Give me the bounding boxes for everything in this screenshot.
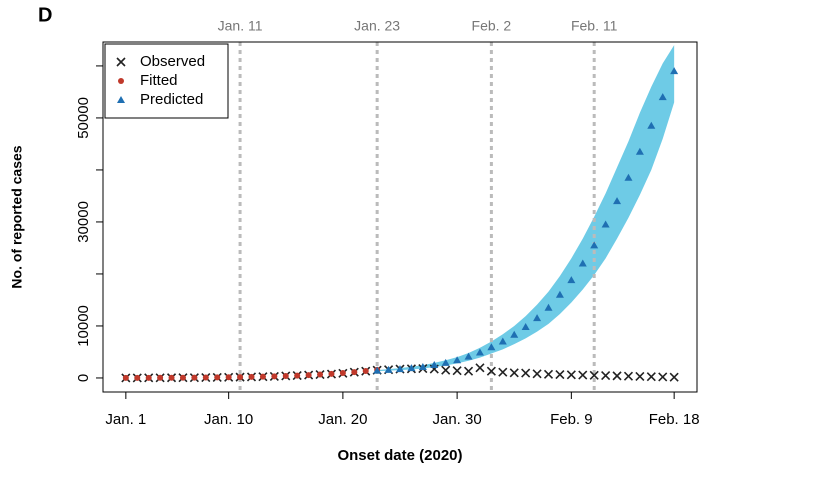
fitted-point (328, 370, 335, 377)
fitted-point (259, 373, 266, 380)
observed-point (646, 372, 656, 382)
predicted-point (396, 365, 404, 373)
reference-label: Feb. 11 (571, 18, 618, 34)
observed-point (441, 365, 451, 375)
observed-point (566, 370, 576, 380)
predicted-point (670, 67, 679, 75)
fitted-point (214, 374, 221, 381)
observed-point (635, 371, 645, 381)
fitted-point (225, 374, 232, 381)
x-tick-label: Feb. 18 (649, 411, 700, 428)
predicted-point (441, 358, 450, 366)
predicted-point (510, 330, 519, 338)
x-tick-label: Jan. 1 (105, 411, 146, 428)
x-tick-label: Feb. 9 (550, 411, 593, 428)
observed-point (463, 366, 474, 376)
predicted-point (567, 276, 576, 284)
predicted-point (658, 93, 667, 101)
predicted-point (430, 360, 439, 368)
predicted-point (601, 220, 610, 228)
fitted-point (317, 371, 324, 378)
predicted-point (544, 303, 553, 311)
observed-point (452, 366, 462, 376)
observed-point (475, 363, 485, 373)
observed-point (498, 367, 508, 377)
reference-label: Jan. 11 (218, 18, 263, 34)
predicted-point (475, 348, 484, 356)
legend-symbol (116, 57, 126, 67)
observed-point (658, 372, 668, 382)
fitted-point (271, 373, 278, 380)
predicted-point (487, 343, 496, 351)
legend-symbol (118, 78, 124, 84)
observed-point (623, 371, 634, 381)
predicted-point (464, 352, 473, 360)
x-tick-label: Jan. 30 (433, 411, 482, 428)
y-axis-label: No. of reported cases (9, 145, 25, 288)
fitted-point (168, 374, 175, 381)
fitted-point (362, 368, 369, 375)
fitted-point (191, 374, 198, 381)
predicted-point (407, 364, 416, 372)
reference-label: Jan. 23 (354, 18, 400, 34)
fitted-point (339, 370, 346, 377)
fitted-point (157, 374, 164, 381)
fitted-point (305, 372, 312, 379)
predicted-point (533, 314, 542, 322)
predicted-point (453, 356, 462, 364)
predicted-point (578, 259, 587, 267)
fitted-point (179, 374, 186, 381)
x-tick-label: Jan. 20 (318, 411, 367, 428)
observed-point (509, 368, 519, 378)
observed-point (612, 371, 622, 381)
fitted-point (294, 372, 301, 379)
x-axis-label: Onset date (2020) (337, 447, 462, 464)
predicted-point (613, 197, 622, 205)
predicted-point (384, 365, 393, 373)
predicted-point (373, 366, 382, 374)
legend-symbol (117, 96, 125, 103)
y-tick-label: 50000 (75, 97, 92, 139)
observed-point (543, 369, 554, 379)
fitted-point (145, 374, 152, 381)
observed-point (555, 370, 565, 380)
predicted-point (635, 147, 644, 155)
legend-label: Predicted (140, 91, 203, 108)
observed-point (669, 372, 679, 382)
predicted-point (521, 322, 530, 330)
observed-point (601, 371, 611, 381)
fitted-point (237, 374, 244, 381)
predicted-point (647, 121, 656, 129)
reference-label: Feb. 2 (472, 18, 512, 34)
observed-point (521, 368, 531, 378)
predicted-point (418, 363, 427, 371)
x-tick-label: Jan. 10 (204, 411, 253, 428)
plot-frame (102, 41, 698, 393)
observed-point (532, 369, 542, 379)
fitted-point (282, 373, 289, 380)
predicted-point (555, 290, 564, 298)
legend-box (104, 43, 229, 119)
panel-label: D (38, 4, 52, 26)
predicted-point (590, 241, 599, 249)
predicted-point (498, 337, 507, 345)
observed-point (578, 370, 588, 380)
fitted-point (202, 374, 209, 381)
observed-point (486, 366, 496, 376)
prediction-band (377, 45, 675, 372)
legend-label: Fitted (140, 72, 178, 89)
y-tick-label: 30000 (75, 201, 92, 243)
fitted-point (351, 369, 358, 376)
fitted-point (134, 374, 141, 381)
fitted-point (248, 373, 255, 380)
predicted-point (624, 173, 633, 181)
y-tick-label: 10000 (75, 305, 92, 347)
y-tick-label: 0 (75, 374, 92, 382)
legend-label: Observed (140, 53, 205, 70)
observed-point (589, 370, 599, 380)
fitted-point (122, 374, 129, 381)
